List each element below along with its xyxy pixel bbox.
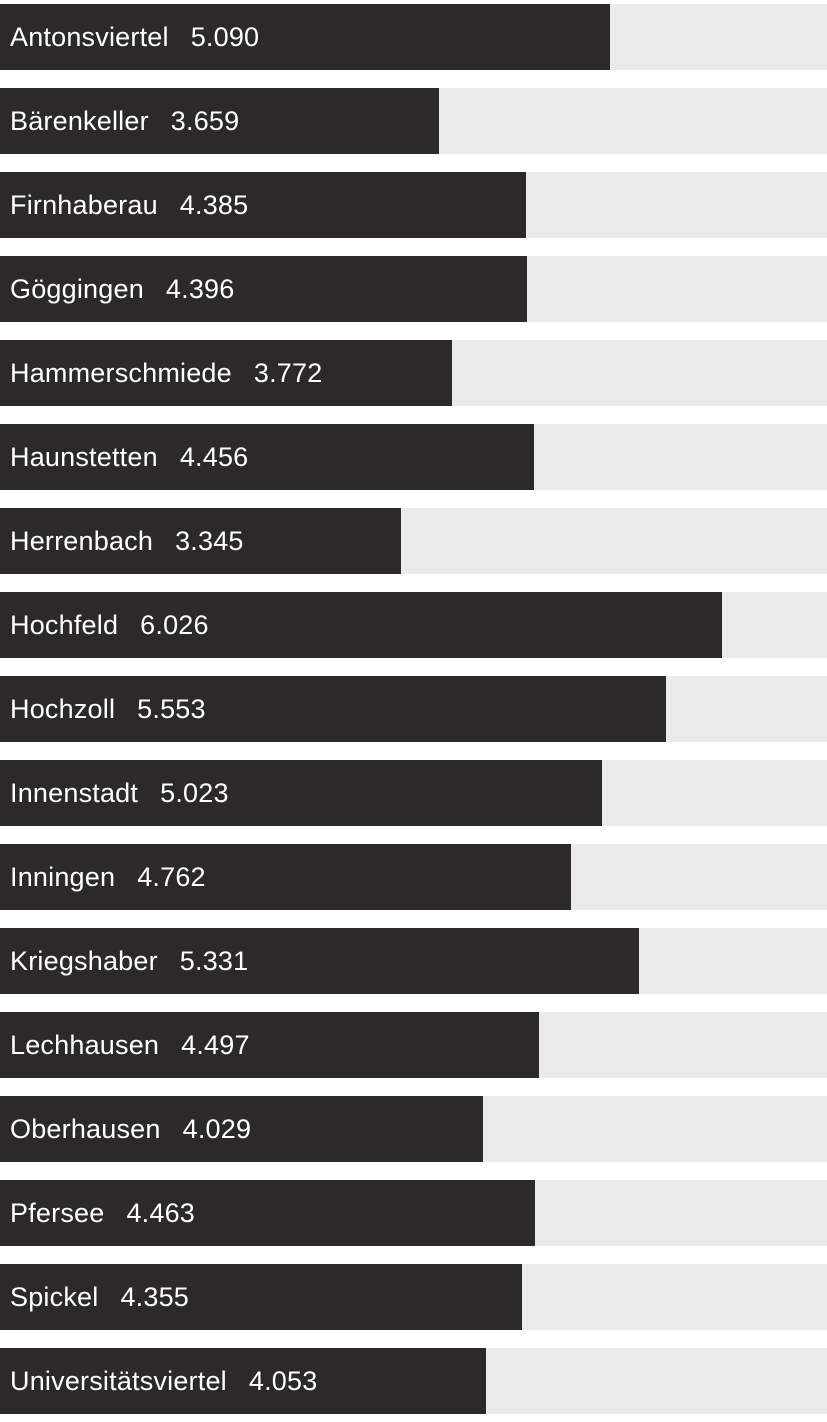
bar-row: Haunstetten 4.456 bbox=[0, 424, 827, 490]
bar-category-label: Haunstetten bbox=[10, 441, 158, 472]
bar: Hochzoll 5.553 bbox=[0, 676, 666, 742]
bar-row: Pfersee 4.463 bbox=[0, 1180, 827, 1246]
bar: Lechhausen 4.497 bbox=[0, 1012, 539, 1078]
bar: Innenstadt 5.023 bbox=[0, 760, 603, 826]
bar-row: Bärenkeller 3.659 bbox=[0, 88, 827, 154]
bar-category-label: Inningen bbox=[10, 861, 116, 892]
bar: Bärenkeller 3.659 bbox=[0, 88, 439, 154]
bar-row: Firnhaberau 4.385 bbox=[0, 172, 827, 238]
bar-category-label: Hochfeld bbox=[10, 609, 119, 640]
bar-value-label: 5.331 bbox=[179, 945, 249, 976]
bar-row: Inningen 4.762 bbox=[0, 844, 827, 910]
bar-category-label: Herrenbach bbox=[10, 525, 154, 556]
bar: Göggingen 4.396 bbox=[0, 256, 527, 322]
bar-value-label: 4.053 bbox=[248, 1365, 318, 1396]
bar-value-label: 4.463 bbox=[126, 1197, 196, 1228]
bar-value-label: 4.497 bbox=[181, 1029, 250, 1060]
bar-row: Herrenbach 3.345 bbox=[0, 508, 827, 574]
bar-value-label: 3.345 bbox=[175, 525, 244, 556]
bar-category-label: Innenstadt bbox=[10, 777, 139, 808]
bar-value-label: 4.355 bbox=[120, 1281, 190, 1312]
bar-row: Spickel 4.355 bbox=[0, 1264, 827, 1330]
bar-category-label: Hammerschmiede bbox=[10, 357, 232, 388]
bar-category-label: Kriegshaber bbox=[10, 945, 158, 976]
bar-category-label: Pfersee bbox=[10, 1197, 105, 1228]
bar-row: Kriegshaber 5.331 bbox=[0, 928, 827, 994]
bar-value-label: 4.385 bbox=[179, 189, 249, 220]
bar-row: Innenstadt 5.023 bbox=[0, 760, 827, 826]
bar: Hammerschmiede 3.772 bbox=[0, 340, 453, 406]
bar-value-label: 4.029 bbox=[182, 1113, 252, 1144]
bar-category-label: Göggingen bbox=[10, 273, 144, 304]
bar-value-label: 3.772 bbox=[253, 357, 323, 388]
bar-category-label: Bärenkeller bbox=[10, 105, 149, 136]
bar: Pfersee 4.463 bbox=[0, 1180, 535, 1246]
bar-row: Hammerschmiede 3.772 bbox=[0, 340, 827, 406]
bar-category-label: Lechhausen bbox=[10, 1029, 160, 1060]
bar-row: Hochfeld 6.026 bbox=[0, 592, 827, 658]
bar-row: Lechhausen 4.497 bbox=[0, 1012, 827, 1078]
bar-value-label: 4.456 bbox=[179, 441, 249, 472]
bar-row: Antonsviertel 5.090 bbox=[0, 4, 827, 70]
bar-row: Hochzoll 5.553 bbox=[0, 676, 827, 742]
bar-row: Göggingen 4.396 bbox=[0, 256, 827, 322]
bar: Kriegshaber 5.331 bbox=[0, 928, 639, 994]
bar: Spickel 4.355 bbox=[0, 1264, 522, 1330]
bar-value-label: 6.026 bbox=[140, 609, 209, 640]
bar: Inningen 4.762 bbox=[0, 844, 571, 910]
bar: Firnhaberau 4.385 bbox=[0, 172, 526, 238]
bar-value-label: 4.396 bbox=[165, 273, 235, 304]
bar-category-label: Universitätsviertel bbox=[10, 1365, 227, 1396]
bar-category-label: Antonsviertel bbox=[10, 21, 169, 52]
bar: Antonsviertel 5.090 bbox=[0, 4, 611, 70]
bar-value-label: 5.553 bbox=[137, 693, 206, 724]
bar-category-label: Hochzoll bbox=[10, 693, 116, 724]
bar-category-label: Firnhaberau bbox=[10, 189, 158, 220]
bar: Oberhausen 4.029 bbox=[0, 1096, 483, 1162]
bar-category-label: Spickel bbox=[10, 1281, 99, 1312]
bar-row: Universitätsviertel 4.053 bbox=[0, 1348, 827, 1414]
bar: Universitätsviertel 4.053 bbox=[0, 1348, 486, 1414]
bar-value-label: 5.023 bbox=[160, 777, 229, 808]
bar: Hochfeld 6.026 bbox=[0, 592, 723, 658]
bar: Herrenbach 3.345 bbox=[0, 508, 401, 574]
bar-value-label: 5.090 bbox=[190, 21, 260, 52]
bar-value-label: 3.659 bbox=[170, 105, 240, 136]
bar-value-label: 4.762 bbox=[137, 861, 206, 892]
bar: Haunstetten 4.456 bbox=[0, 424, 535, 490]
bar-category-label: Oberhausen bbox=[10, 1113, 161, 1144]
bar-row: Oberhausen 4.029 bbox=[0, 1096, 827, 1162]
